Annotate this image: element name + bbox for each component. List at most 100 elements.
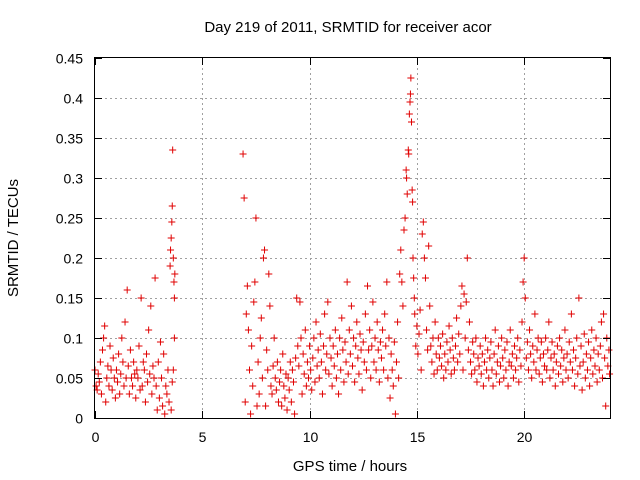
data-point <box>543 366 551 374</box>
data-point <box>280 382 288 390</box>
data-point <box>316 330 324 338</box>
data-point <box>261 246 269 254</box>
data-point <box>357 346 365 354</box>
data-point <box>102 398 110 406</box>
data-point <box>168 378 176 386</box>
y-tick-label: 0.15 <box>56 291 83 307</box>
data-point <box>552 358 560 366</box>
data-point <box>432 350 440 358</box>
data-point <box>419 218 427 226</box>
data-point <box>566 358 574 366</box>
data-point <box>353 318 361 326</box>
data-point <box>513 354 521 362</box>
data-point <box>95 378 103 386</box>
data-point <box>460 290 468 298</box>
x-tick-label: 10 <box>303 429 319 445</box>
data-point <box>252 214 260 222</box>
data-point <box>99 346 107 354</box>
data-point <box>168 202 176 210</box>
data-point <box>397 246 405 254</box>
data-point <box>469 338 477 346</box>
data-point <box>263 346 271 354</box>
data-point <box>412 342 420 350</box>
data-point <box>170 278 178 286</box>
data-point <box>508 350 516 358</box>
data-point <box>461 334 469 342</box>
data-point <box>519 278 527 286</box>
data-point <box>381 310 389 318</box>
data-point <box>473 378 481 386</box>
data-point <box>300 370 308 378</box>
data-point <box>296 298 304 306</box>
data-point <box>501 346 509 354</box>
data-point <box>594 350 602 358</box>
data-point <box>505 358 513 366</box>
data-point <box>600 310 608 318</box>
data-point <box>577 342 585 350</box>
data-point <box>493 358 501 366</box>
data-point <box>447 370 455 378</box>
data-point <box>375 378 383 386</box>
data-point <box>254 358 262 366</box>
data-point <box>391 410 399 418</box>
data-point <box>382 342 390 350</box>
data-point <box>423 326 431 334</box>
data-point <box>309 354 317 362</box>
data-point <box>558 346 566 354</box>
data-point <box>108 386 116 394</box>
y-tick-label: 0.05 <box>56 371 83 387</box>
data-point <box>246 366 253 374</box>
data-point <box>436 342 444 350</box>
data-point <box>318 390 326 398</box>
data-point <box>285 386 293 394</box>
data-point <box>367 374 375 382</box>
data-point <box>140 366 148 374</box>
data-point <box>341 338 349 346</box>
data-point <box>355 370 363 378</box>
data-point <box>134 374 142 382</box>
data-point <box>349 362 356 370</box>
data-point <box>570 346 578 354</box>
data-point <box>435 354 443 362</box>
data-point <box>529 342 537 350</box>
data-point <box>370 358 378 366</box>
data-point <box>454 358 462 366</box>
data-point <box>547 354 555 362</box>
data-point <box>250 298 258 306</box>
data-point <box>494 342 502 350</box>
y-tick-label: 0 <box>75 411 83 427</box>
y-tick-label: 0.3 <box>64 171 84 187</box>
data-point <box>169 366 177 374</box>
data-point <box>484 346 492 354</box>
data-point <box>380 366 388 374</box>
data-point <box>152 382 160 390</box>
data-point <box>506 326 514 334</box>
data-point <box>416 306 424 314</box>
data-point <box>317 358 325 366</box>
data-point <box>376 338 384 346</box>
y-tick-labels: 0 0.05 0.1 0.15 0.2 0.25 0.3 0.35 0.4 0.45 <box>56 51 83 427</box>
data-point <box>388 366 396 374</box>
data-point <box>137 294 145 302</box>
data-point <box>550 350 558 358</box>
data-point <box>267 382 275 390</box>
data-point <box>472 334 480 342</box>
data-point <box>390 338 398 346</box>
data-point <box>281 394 289 402</box>
data-points <box>91 74 614 418</box>
data-point <box>535 370 543 378</box>
y-tick-label: 0.4 <box>64 91 84 107</box>
data-point <box>459 366 467 374</box>
data-point <box>148 390 156 398</box>
data-point <box>153 406 161 414</box>
data-point <box>336 334 344 342</box>
data-point <box>314 346 322 354</box>
data-point <box>582 350 590 358</box>
data-point <box>430 370 438 378</box>
data-point <box>321 310 329 318</box>
data-point <box>504 382 512 390</box>
data-point <box>104 362 112 370</box>
data-point <box>471 366 479 374</box>
data-point <box>248 342 256 350</box>
data-point <box>509 374 517 382</box>
